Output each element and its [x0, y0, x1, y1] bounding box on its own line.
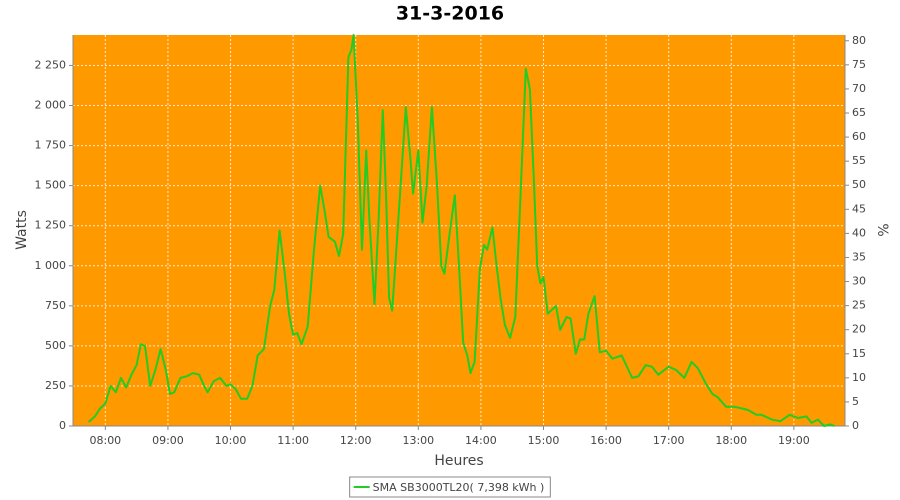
x-tick-label: 08:00	[89, 434, 121, 447]
x-axis-title: Heures	[434, 453, 483, 469]
x-tick-label: 10:00	[215, 434, 247, 447]
y2-tick-label: 45	[852, 202, 866, 215]
legend-box	[349, 476, 551, 498]
y-tick-label: 2 250	[35, 58, 67, 71]
y2-tick-label: 25	[852, 299, 866, 312]
x-tick-label: 16:00	[590, 434, 622, 447]
y2-tick-label: 60	[852, 130, 866, 143]
y2-tick-label: 50	[852, 178, 866, 191]
x-tick-label: 11:00	[277, 434, 309, 447]
x-tick-label: 17:00	[653, 434, 685, 447]
legend: SMA SB3000TL20( 7,398 kWh )	[349, 476, 551, 498]
y2-tick-label: 10	[852, 371, 866, 384]
y2-tick-label: 55	[852, 154, 866, 167]
y2-tick-label: 35	[852, 250, 866, 263]
y2-tick-label: 70	[852, 82, 866, 95]
y-tick-label: 0	[59, 419, 66, 432]
y2-tick-label: 80	[852, 34, 866, 47]
y-tick-label: 1 750	[35, 139, 67, 152]
y-tick-label: 1 000	[35, 259, 67, 272]
x-tick-label: 14:00	[465, 434, 497, 447]
y2-tick-label: 20	[852, 323, 866, 336]
y2-tick-label: 15	[852, 347, 866, 360]
x-tick-label: 19:00	[778, 434, 810, 447]
y-axis-title: Watts	[14, 210, 30, 250]
y-tick-label: 500	[45, 339, 66, 352]
y2-tick-label: 30	[852, 275, 866, 288]
y2-tick-label: 40	[852, 226, 866, 239]
x-tick-label: 15:00	[528, 434, 560, 447]
plot-area	[73, 35, 845, 426]
series-line	[87, 34, 835, 427]
legend-label: SMA SB3000TL20( 7,398 kWh )	[373, 481, 545, 494]
x-tick-label: 09:00	[152, 434, 184, 447]
chart-title: 31-3-2016	[396, 3, 504, 25]
y2-axis-title: %	[874, 223, 890, 236]
y-tick-label: 1 250	[35, 219, 67, 232]
x-tick-label: 12:00	[340, 434, 372, 447]
y2-tick-label: 75	[852, 58, 866, 71]
y-tick-label: 250	[45, 379, 66, 392]
x-tick-label: 13:00	[402, 434, 434, 447]
y2-tick-label: 0	[852, 419, 859, 432]
y-tick-label: 1 500	[35, 179, 67, 192]
y2-tick-label: 65	[852, 106, 866, 119]
y2-tick-label: 5	[852, 395, 859, 408]
y-tick-label: 2 000	[35, 99, 67, 112]
x-tick-label: 18:00	[715, 434, 747, 447]
y-tick-label: 750	[45, 299, 66, 312]
